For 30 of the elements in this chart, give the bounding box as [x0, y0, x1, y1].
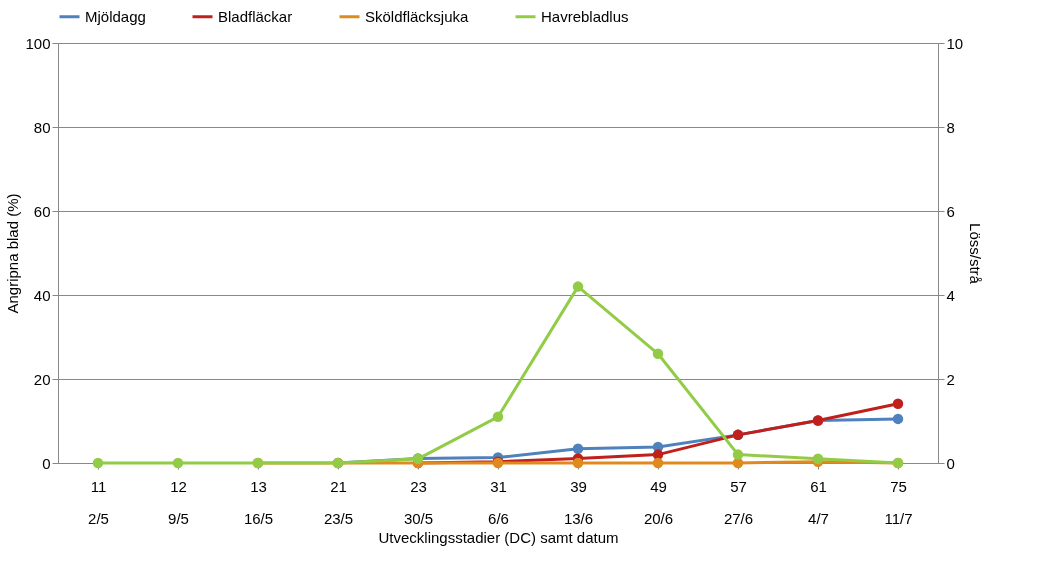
x-tick-label: 13 16/5 [243, 477, 274, 527]
y-tick-label: 80 [33, 118, 51, 136]
x-tick-label: 49 20/6 [643, 477, 674, 527]
y2-axis-title: Löss/strå [967, 223, 985, 285]
y2-tick-label: 8 [946, 118, 955, 136]
y-axis-title: Angripna blad (%) [4, 193, 22, 314]
x-tick-label: 11 2/5 [88, 477, 109, 527]
legend-label: Havrebladlus [541, 7, 629, 25]
y2-tick-label: 0 [946, 454, 955, 472]
x-tick-label: 75 11/7 [884, 477, 913, 527]
x-tick-label: 12 9/5 [168, 477, 189, 527]
legend-label: Bladfläckar [218, 7, 293, 25]
y-tick-label: 60 [33, 202, 51, 220]
y-tick-label: 40 [33, 286, 51, 304]
legend-label: Mjöldagg [85, 7, 146, 25]
x-tick-label: 61 4/7 [808, 477, 829, 527]
x-tick-label: 21 23/5 [323, 477, 354, 527]
x-tick-label: 23 30/5 [403, 477, 434, 527]
x-tick-label: 57 27/6 [723, 477, 754, 527]
y-tick-label: 20 [33, 370, 51, 388]
x-axis-title: Utvecklingsstadier (DC) samt datum [378, 528, 619, 546]
y-tick-label: 100 [25, 34, 51, 52]
y2-tick-label: 4 [946, 286, 955, 304]
y-tick-label: 0 [42, 454, 51, 472]
y2-tick-label: 2 [946, 370, 955, 388]
x-tick-label: 39 13/6 [563, 477, 594, 527]
legend-label: Sköldfläcksjuka [365, 7, 470, 25]
y2-tick-label: 10 [946, 34, 964, 52]
x-tick-label: 31 6/6 [488, 477, 509, 527]
y2-tick-label: 6 [946, 202, 955, 220]
